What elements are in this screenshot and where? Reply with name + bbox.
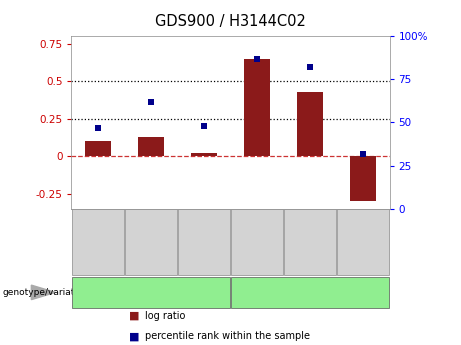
- Bar: [85, 141, 111, 156]
- Point: [359, 151, 366, 156]
- Text: GSM21299: GSM21299: [253, 218, 261, 267]
- Polygon shape: [31, 285, 55, 299]
- Text: GSM21298: GSM21298: [94, 218, 102, 267]
- Text: genotype/variation: genotype/variation: [2, 288, 89, 297]
- Point: [200, 123, 207, 129]
- Text: GSM21300: GSM21300: [147, 218, 155, 267]
- Text: log ratio: log ratio: [145, 311, 186, 321]
- Point: [94, 125, 101, 130]
- Text: GDS900 / H3144C02: GDS900 / H3144C02: [155, 14, 306, 29]
- Point: [148, 99, 155, 105]
- Text: GSM22034: GSM22034: [359, 218, 367, 267]
- Point: [306, 65, 313, 70]
- Text: wild type: wild type: [125, 287, 177, 297]
- Text: percentile rank within the sample: percentile rank within the sample: [145, 332, 310, 341]
- Bar: [244, 59, 270, 156]
- Point: [254, 56, 261, 61]
- Bar: [350, 156, 376, 201]
- Text: GSM22033: GSM22033: [306, 218, 314, 267]
- Text: GSM21301: GSM21301: [200, 218, 208, 267]
- Text: ■: ■: [129, 311, 140, 321]
- Text: ■: ■: [129, 332, 140, 341]
- Text: AQP-/-: AQP-/-: [293, 287, 327, 297]
- Bar: [191, 153, 217, 156]
- Bar: [297, 92, 323, 156]
- Bar: [138, 137, 164, 156]
